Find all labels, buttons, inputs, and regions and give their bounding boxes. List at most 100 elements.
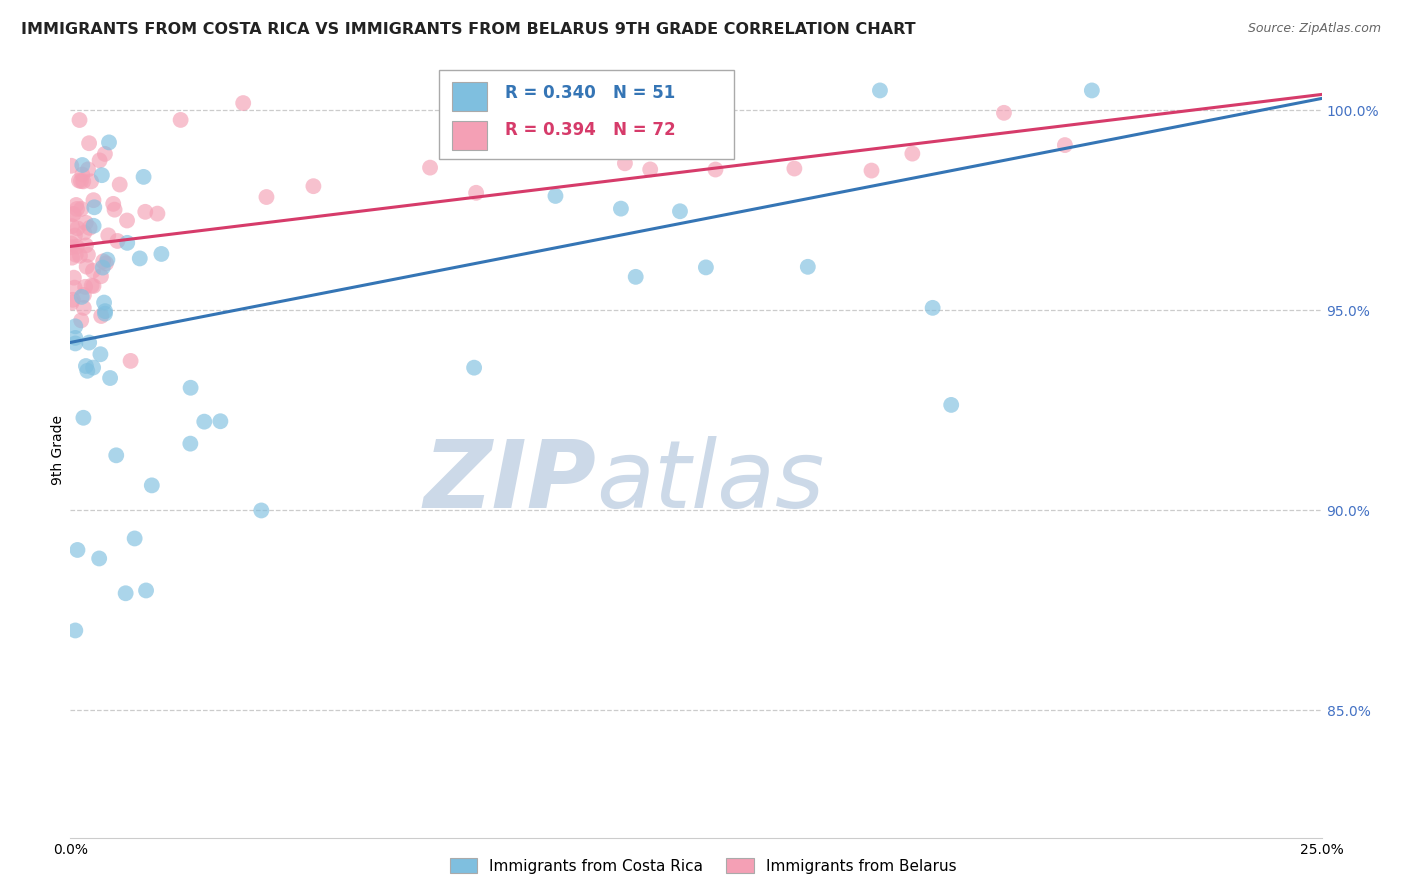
Point — [94, 304, 117, 318]
Point — [860, 163, 883, 178]
Point — [83, 200, 105, 214]
Point — [128, 252, 150, 266]
Point — [72, 174, 94, 188]
Point — [82, 360, 104, 375]
Point — [647, 140, 669, 154]
Point — [169, 112, 191, 127]
Point — [115, 213, 138, 227]
Point — [77, 136, 100, 151]
Point — [108, 178, 131, 192]
Point — [1053, 138, 1076, 153]
Point — [921, 301, 943, 315]
Point — [69, 113, 91, 128]
Text: IMMIGRANTS FROM COSTA RICA VS IMMIGRANTS FROM BELARUS 9TH GRADE CORRELATION CHAR: IMMIGRANTS FROM COSTA RICA VS IMMIGRANTS… — [21, 22, 915, 37]
Point — [250, 503, 273, 517]
Point — [124, 532, 146, 546]
Point — [82, 193, 104, 207]
Point — [103, 197, 125, 211]
Point — [65, 336, 87, 351]
Point — [98, 371, 121, 385]
Point — [98, 136, 121, 150]
Point — [610, 202, 633, 216]
Point — [70, 174, 93, 188]
Point — [93, 295, 115, 310]
Point — [797, 260, 820, 274]
Point — [76, 260, 98, 274]
Point — [704, 162, 727, 177]
Text: ZIP: ZIP — [423, 435, 596, 527]
Point — [73, 226, 96, 240]
Text: atlas: atlas — [596, 436, 824, 527]
Point — [135, 583, 157, 598]
Point — [179, 436, 201, 450]
Point — [72, 168, 94, 182]
Point — [69, 249, 91, 263]
Point — [65, 331, 87, 345]
Point — [83, 219, 105, 233]
Point — [94, 147, 117, 161]
Point — [60, 251, 83, 265]
Point — [75, 359, 97, 373]
Point — [63, 280, 86, 294]
Point — [103, 202, 125, 217]
Point — [180, 381, 202, 395]
Point — [60, 159, 83, 173]
Text: R = 0.340   N = 51: R = 0.340 N = 51 — [505, 85, 675, 103]
Point — [75, 280, 97, 294]
Point — [65, 319, 87, 334]
Point — [146, 206, 169, 220]
Legend: Immigrants from Costa Rica, Immigrants from Belarus: Immigrants from Costa Rica, Immigrants f… — [443, 852, 963, 880]
Point — [62, 207, 84, 221]
Point — [1081, 83, 1104, 97]
Point — [90, 168, 112, 182]
Point — [94, 307, 117, 321]
Point — [77, 335, 100, 350]
Point — [90, 309, 112, 323]
Point — [91, 260, 114, 275]
Point — [89, 153, 111, 168]
Point — [302, 179, 325, 194]
Point — [94, 256, 117, 270]
Point — [105, 448, 128, 462]
Point — [77, 162, 100, 177]
Point — [624, 269, 647, 284]
Point — [150, 247, 173, 261]
Point — [700, 83, 723, 97]
Point — [65, 198, 87, 212]
Point — [115, 235, 138, 250]
Point — [60, 295, 83, 310]
Point — [993, 105, 1015, 120]
Point — [66, 221, 89, 235]
Point — [73, 288, 96, 302]
FancyBboxPatch shape — [451, 82, 486, 112]
Point — [114, 586, 136, 600]
Point — [256, 190, 278, 204]
Point — [66, 202, 89, 216]
Point — [70, 313, 93, 327]
Point — [97, 228, 120, 243]
Point — [661, 132, 683, 146]
Point — [70, 290, 93, 304]
Point — [80, 174, 103, 188]
Point — [60, 219, 83, 234]
Point — [62, 293, 84, 307]
Point — [75, 238, 97, 252]
Point — [66, 543, 89, 558]
Point — [107, 234, 129, 248]
Point — [232, 96, 254, 111]
Point — [613, 156, 636, 170]
Point — [669, 204, 692, 219]
Point — [62, 207, 84, 221]
Point — [132, 169, 155, 184]
Point — [72, 410, 94, 425]
Y-axis label: 9th Grade: 9th Grade — [51, 416, 65, 485]
Point — [77, 248, 100, 262]
Point — [941, 398, 963, 412]
Point — [90, 269, 112, 284]
Point — [141, 478, 163, 492]
Point — [65, 624, 87, 638]
Point — [91, 254, 114, 268]
Point — [65, 248, 87, 262]
Point — [463, 360, 485, 375]
Point — [63, 270, 86, 285]
